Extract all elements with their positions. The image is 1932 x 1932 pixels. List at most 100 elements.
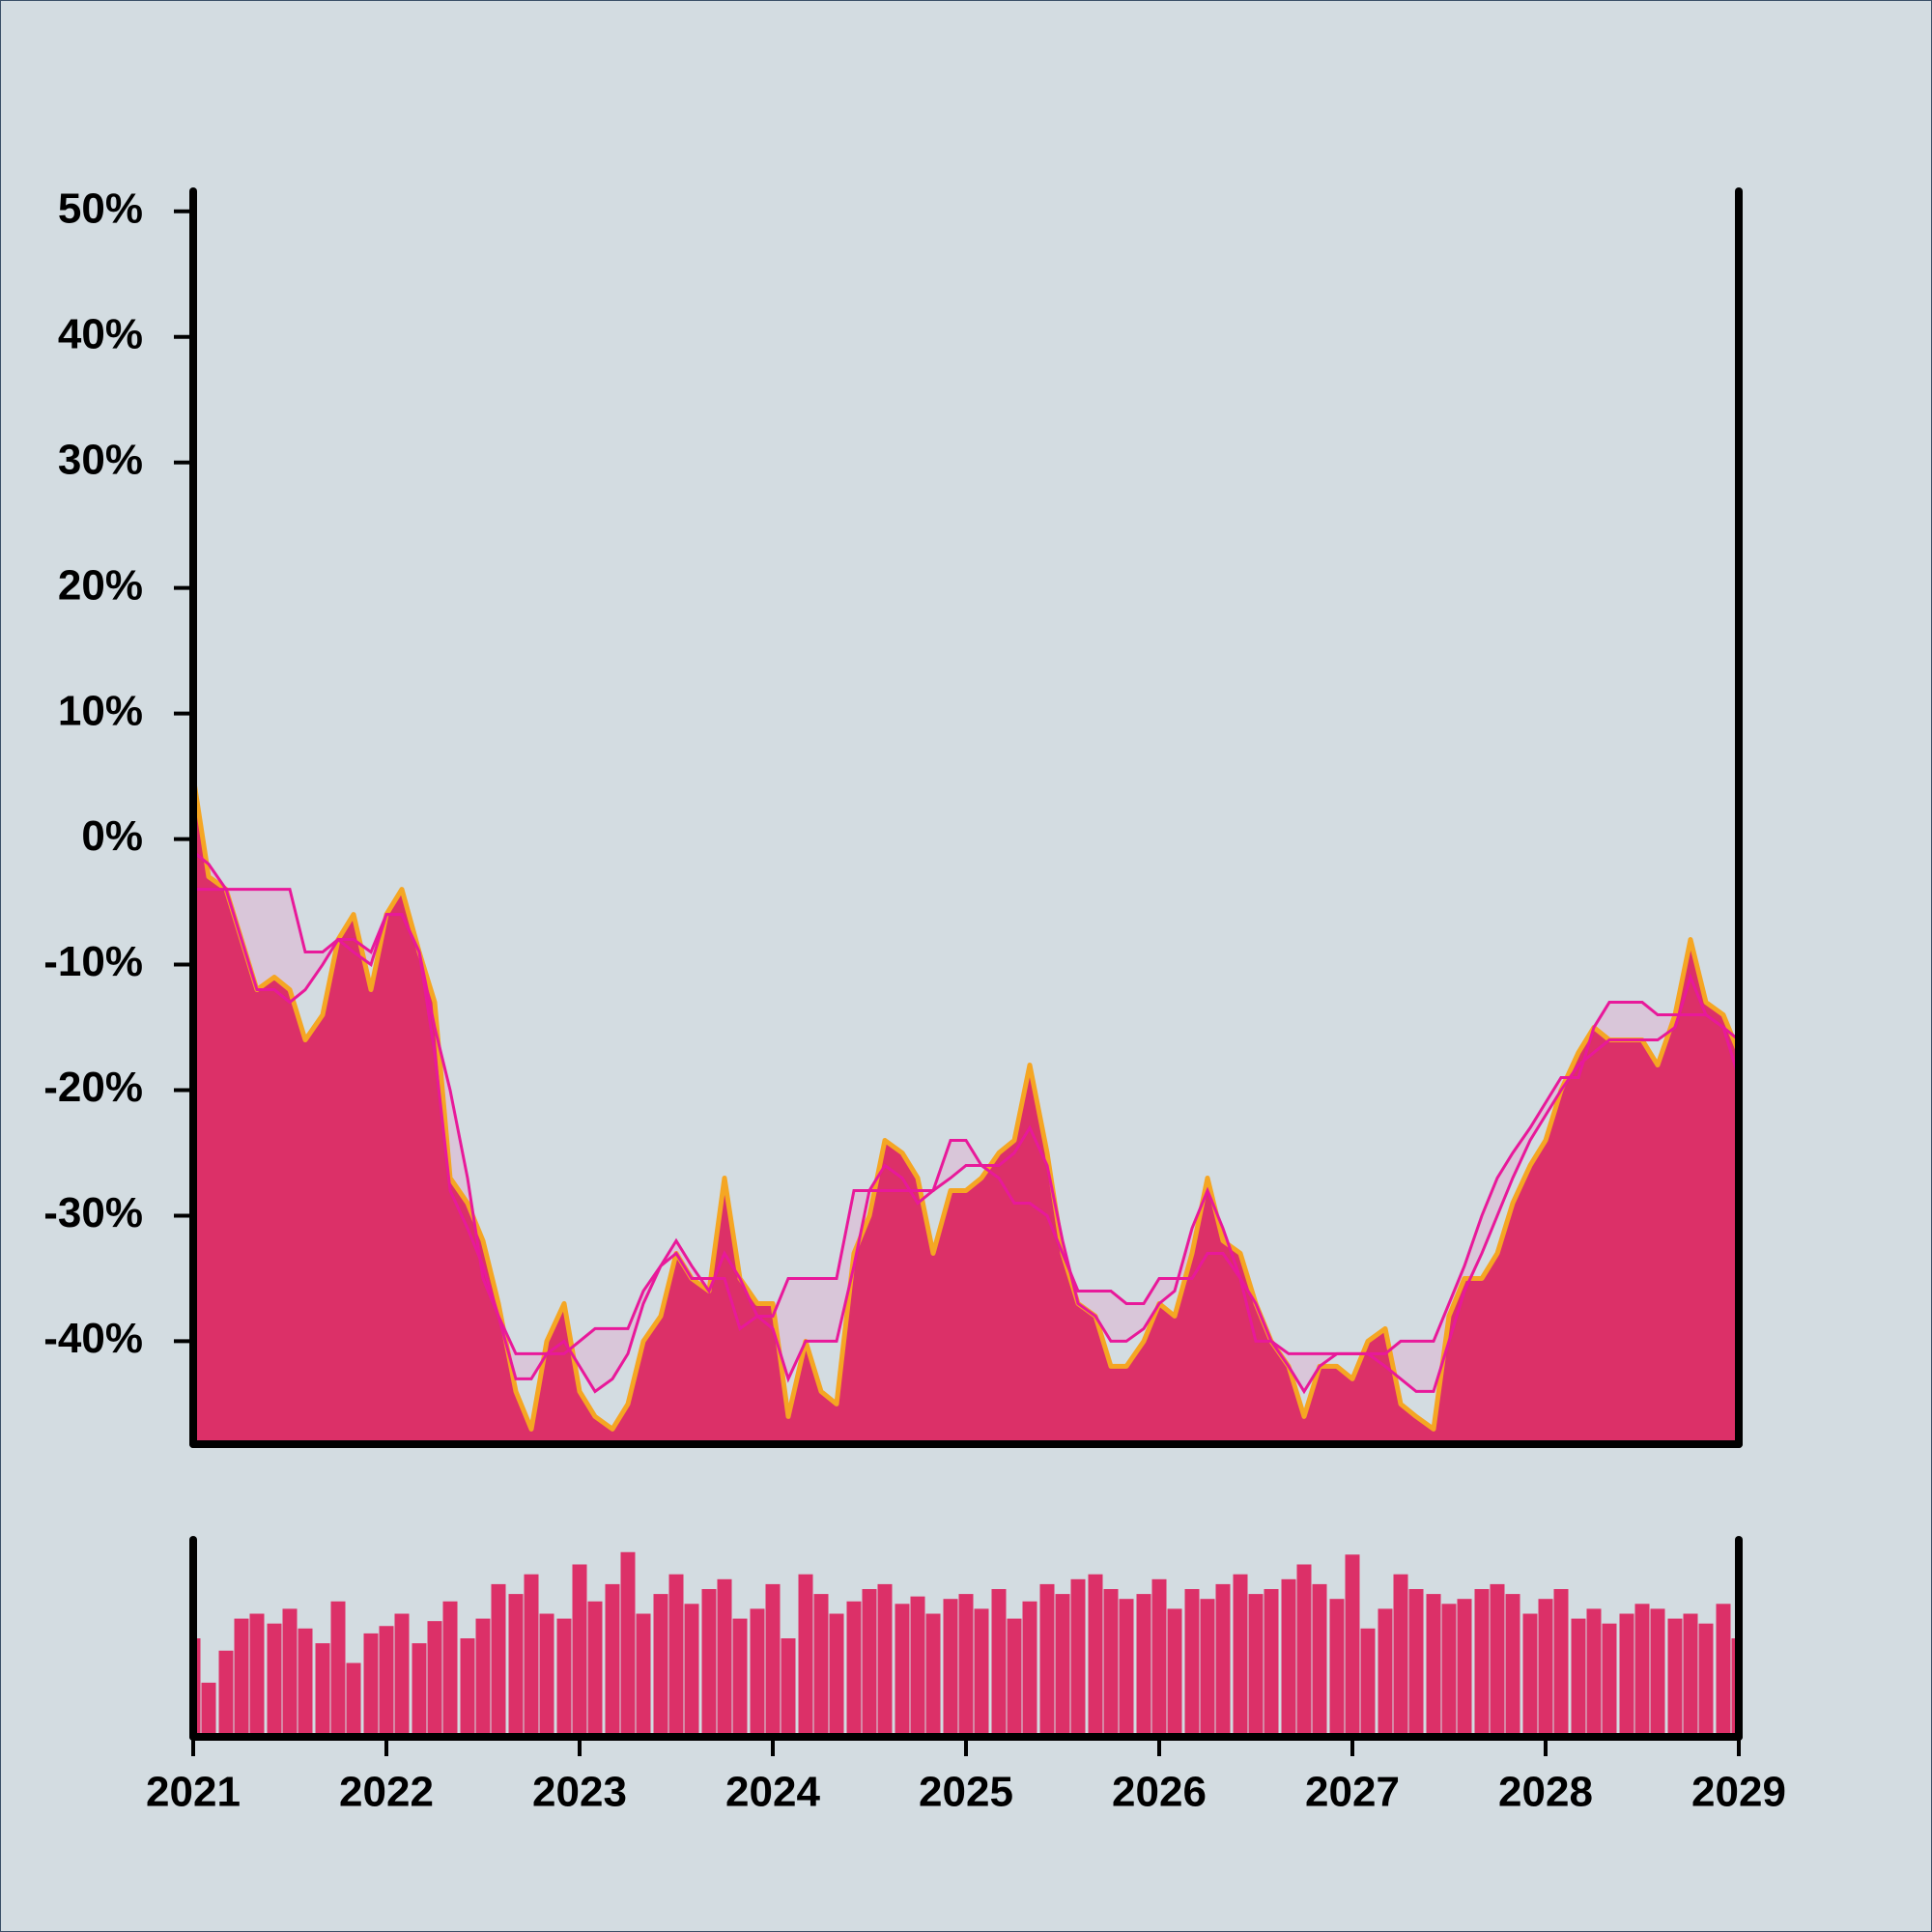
band-line (193, 888, 1740, 1355)
y-tick-label: 50% (58, 185, 143, 232)
volume-bar (1329, 1599, 1345, 1737)
y-tick-label: 20% (58, 561, 143, 609)
volume-bar (958, 1594, 974, 1737)
volume-bar (508, 1594, 524, 1737)
volume-bar (895, 1604, 910, 1737)
volume-bar (1378, 1608, 1393, 1737)
x-tick-label: 2022 (339, 1769, 434, 1816)
volume-bar (330, 1601, 346, 1737)
volume-bar (877, 1583, 893, 1737)
volume-bar (524, 1574, 539, 1737)
volume-bar (798, 1574, 813, 1737)
y-tick-label: 40% (58, 310, 143, 357)
volume-bar (1457, 1599, 1472, 1737)
volume-bar (1119, 1599, 1134, 1737)
volume-bar (234, 1618, 249, 1737)
y-tick-label: 10% (58, 687, 143, 734)
volume-bar (653, 1594, 668, 1737)
x-tick-label: 2026 (1112, 1769, 1207, 1816)
volume-bar (1683, 1613, 1698, 1737)
volume-bar (943, 1599, 958, 1737)
volume-bar (862, 1589, 877, 1737)
volume-bar (991, 1589, 1007, 1737)
volume-bar (1522, 1613, 1538, 1737)
volume-bar (379, 1626, 394, 1737)
volume-bar (1312, 1583, 1327, 1737)
volume-bar (201, 1682, 216, 1737)
volume-bar (1296, 1564, 1312, 1737)
volume-bar (1426, 1594, 1441, 1737)
volume-bar (1586, 1608, 1602, 1737)
volume-bar (1634, 1604, 1650, 1737)
volume-bar (1619, 1613, 1634, 1737)
y-tick-label: -10% (43, 938, 143, 985)
volume-bar (1248, 1594, 1264, 1737)
volume-bar (218, 1650, 234, 1737)
volume-bar (572, 1564, 587, 1737)
volume-bar (1088, 1574, 1103, 1737)
volume-bar (813, 1594, 829, 1737)
volume-bar (668, 1574, 684, 1737)
volume-bar (1602, 1623, 1617, 1737)
volume-bar (282, 1608, 298, 1737)
x-tick-label: 2023 (532, 1769, 627, 1816)
volume-bar (587, 1601, 603, 1737)
x-tick-label: 2029 (1691, 1769, 1786, 1816)
volume-bar (1039, 1583, 1055, 1737)
volume-bar (636, 1613, 651, 1737)
volume-bar (732, 1618, 748, 1737)
volume-bar (910, 1596, 925, 1737)
y-tick-label: 0% (81, 812, 143, 860)
volume-bar (1360, 1628, 1376, 1737)
volume-bar (267, 1623, 282, 1737)
volume-bar (1698, 1623, 1714, 1737)
y-tick-label: 30% (58, 436, 143, 483)
volume-bar (363, 1633, 379, 1737)
volume-bar (829, 1613, 844, 1737)
volume-bar (1264, 1589, 1279, 1737)
volume-bar (1233, 1574, 1248, 1737)
volume-bar (1393, 1574, 1408, 1737)
band-line (192, 850, 1741, 1395)
x-tick-label: 2027 (1305, 1769, 1400, 1816)
volume-bar (781, 1638, 796, 1737)
volume-bar (315, 1643, 330, 1737)
volume-bar (1022, 1601, 1037, 1737)
volume-bar (1650, 1608, 1665, 1737)
volume-bar (605, 1583, 620, 1737)
volume-bar (1490, 1583, 1505, 1737)
volume-bar (412, 1643, 427, 1737)
volume-bar (394, 1613, 410, 1737)
volume-bar (1571, 1618, 1586, 1737)
volume-bar (1667, 1618, 1683, 1737)
volume-bar (1151, 1578, 1167, 1737)
volume-bar (1215, 1583, 1231, 1737)
volume-bar (1007, 1618, 1022, 1737)
volume-bar (1441, 1604, 1457, 1737)
volume-bar (1055, 1594, 1070, 1737)
volume-bar (1167, 1608, 1182, 1737)
volume-bar (1184, 1589, 1200, 1737)
volume-bar (1281, 1578, 1296, 1737)
volume-bar (1474, 1589, 1490, 1737)
volume-bar (1136, 1594, 1151, 1737)
volume-bar (620, 1551, 636, 1737)
price-area (193, 776, 1739, 1444)
volume-bar (846, 1601, 862, 1737)
x-tick-label: 2024 (725, 1769, 820, 1816)
x-tick-label: 2021 (146, 1769, 241, 1816)
volume-bar (1070, 1578, 1086, 1737)
volume-bar (556, 1618, 572, 1737)
x-tick-label: 2025 (919, 1769, 1013, 1816)
volume-bar (427, 1621, 442, 1737)
y-tick-label: -40% (43, 1315, 143, 1362)
volume-bar (701, 1589, 717, 1737)
y-tick-label: -20% (43, 1064, 143, 1111)
volume-bar (1716, 1604, 1731, 1737)
volume-bar (1345, 1554, 1360, 1737)
volume-bar (750, 1608, 765, 1737)
volume-bar (1103, 1589, 1119, 1737)
volume-bar (974, 1608, 989, 1737)
